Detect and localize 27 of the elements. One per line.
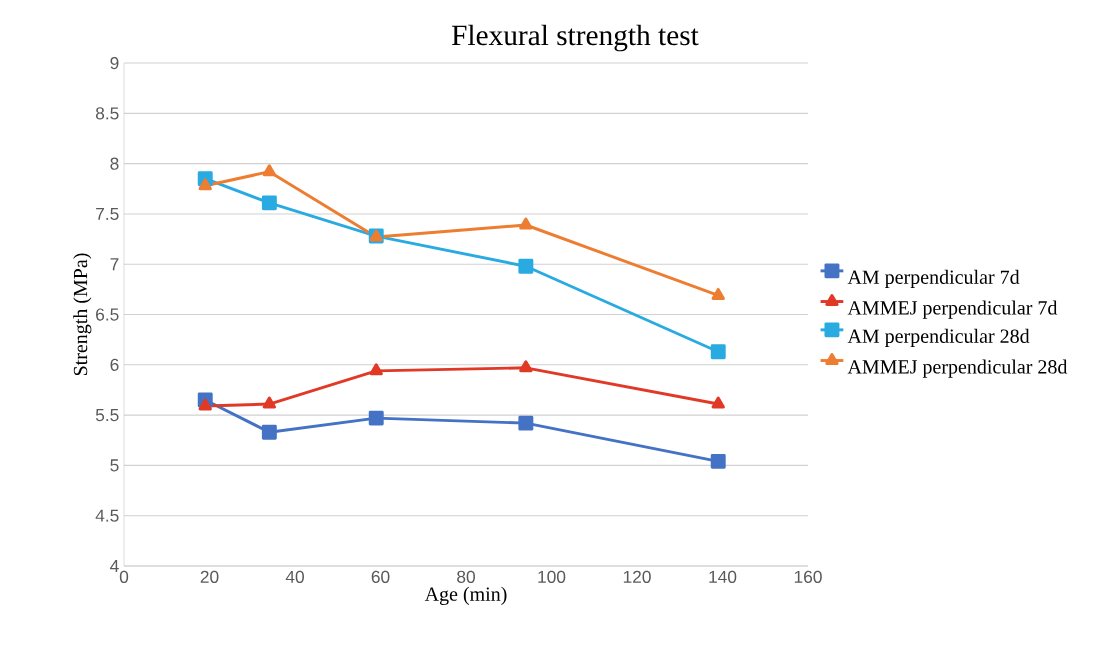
x-tick-label: 20 [200, 570, 219, 583]
chart-title: Flexural strength test [451, 24, 699, 52]
y-tick-label: 8 [110, 157, 119, 170]
y-tick-label: 5 [110, 459, 119, 472]
x-tick-label: 100 [538, 570, 566, 583]
legend-label: AM perpendicular 28d [847, 328, 1030, 347]
y-tick-label: 6.5 [96, 308, 119, 321]
y-tick-label: 5.5 [95, 409, 119, 422]
x-axis-title: Age (min) [424, 586, 507, 605]
y-tick-label: 4.5 [95, 509, 119, 522]
legend-label: AM perpendicular 7d [847, 269, 1020, 288]
legend-label: AMMEJ perpendicular 28d [847, 359, 1068, 378]
x-tick-label: 140 [709, 570, 737, 583]
legend-label: AMMEJ perpendicular 7d [847, 300, 1058, 319]
x-tick-label: 80 [457, 570, 475, 583]
x-tick-label: 40 [285, 570, 304, 583]
y-axis-title: Strength (MPa) [73, 253, 92, 376]
y-tick-label: 8.5 [95, 107, 119, 120]
y-tick-label: 6 [110, 358, 119, 371]
y-tick-label: 7 [110, 258, 119, 271]
x-tick-label: 0 [119, 570, 129, 583]
x-tick-label: 160 [794, 570, 822, 583]
y-tick-label: 7.5 [96, 207, 119, 220]
y-tick-label: 4 [110, 560, 119, 572]
x-tick-label: 120 [623, 570, 651, 583]
x-tick-label: 60 [371, 570, 390, 583]
y-tick-label: 9 [110, 56, 119, 70]
